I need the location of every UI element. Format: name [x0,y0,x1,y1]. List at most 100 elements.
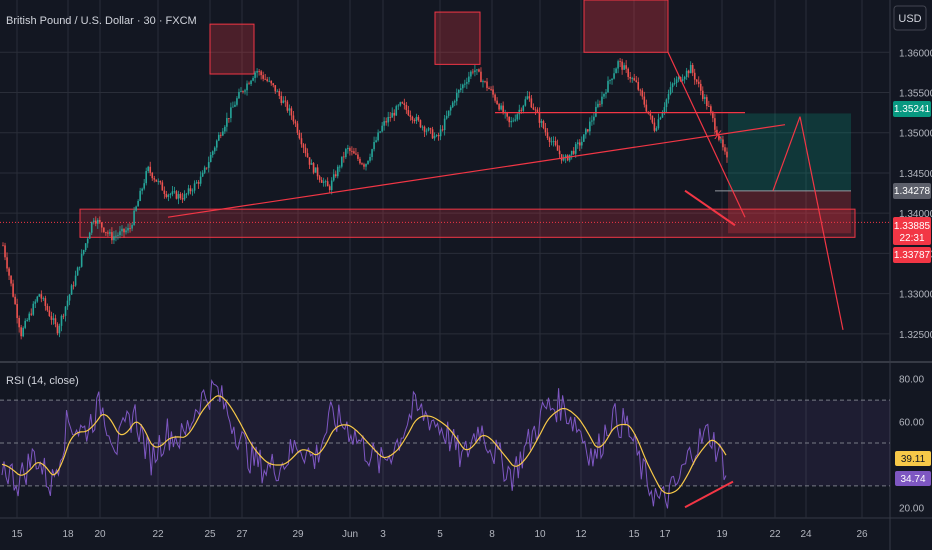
candle-body [30,313,33,315]
candle-body [336,166,339,177]
time-tick-label: 27 [236,529,248,540]
price-label-stop: 1.34278 [893,183,931,199]
candle-body [655,128,658,131]
candle-body [230,107,232,119]
candle-body [2,245,4,247]
candle-body [62,315,65,317]
time-tick-label: 12 [575,529,587,540]
time-tick-label: 8 [489,529,495,540]
candle-body [282,100,285,103]
candle-body [78,266,81,268]
candle-body [32,303,35,315]
resistance-box [434,11,481,65]
candle-body [268,80,271,82]
candle-body [558,150,561,155]
candle-body [663,107,666,112]
candle-body [363,164,365,167]
candle-body [369,156,371,161]
candle-body [20,327,22,337]
candle-body [326,181,329,187]
candle-body [413,120,416,122]
candle-body [92,220,95,223]
candle-body [129,227,131,229]
time-tick-label: 20 [94,529,106,540]
candle-body [38,294,41,297]
candle-body [716,129,718,136]
candle-body [18,317,20,328]
candle-body [407,110,410,116]
candle-body [143,183,145,189]
candle-body [90,222,93,233]
candle-body [498,104,500,110]
candle-body [177,194,180,199]
candle-body [472,71,474,73]
candle-body [246,83,248,91]
candle-body [270,80,273,84]
candle-body [236,98,238,105]
candle-body [332,174,335,181]
candle-body [217,134,220,141]
candle-body [52,318,55,320]
candle-body [22,327,24,337]
candle-body [228,118,230,119]
candle-body [599,103,601,105]
candle-body [714,118,716,130]
candle-body [226,118,228,127]
candle-body [445,115,448,119]
time-tick-label: 22 [769,529,781,540]
price-label-target-text: 1.35241 [894,104,931,115]
candle-body [280,95,283,103]
candle-body [391,112,394,118]
annotation-zones [79,0,856,238]
candle-body [343,156,345,158]
candle-body [300,138,303,145]
candle-body [195,182,198,184]
projection-up [772,116,801,191]
candle-body [139,190,141,201]
candle-body [121,228,123,232]
candle-body [643,96,646,105]
candle-body [704,97,706,99]
candle-body [484,81,486,82]
candle-body [248,83,250,85]
candle-body [254,72,256,78]
time-tick-label: 3 [380,529,386,540]
candle-body [379,131,381,133]
candle-body [657,119,660,129]
candle-body [96,220,99,224]
candle-body [294,121,297,124]
candle-body [119,231,121,236]
candle-body [238,91,240,99]
candle-body [720,139,722,141]
candle-body [48,310,51,317]
candle-body [276,90,279,92]
candle-body [377,132,379,141]
candle-body [262,75,264,79]
candle-body [409,115,412,117]
candle-body [478,69,480,72]
currency-button[interactable]: USD [893,5,927,31]
rsi-title: RSI (14, close) [6,375,79,387]
candle-body [199,176,202,184]
candle-body [639,89,642,91]
candle-body [593,116,595,121]
candle-body [165,193,168,197]
candle-body [205,167,208,169]
candle-body [191,190,194,192]
candle-body [417,116,420,121]
candle-body [185,193,188,195]
candle-body [169,194,172,195]
candle-body [480,71,482,83]
candle-body [163,190,166,194]
candle-body [68,294,71,301]
candle-body [423,126,426,132]
candle-body [211,151,214,155]
price-label-current: 1.33885 22:31 [893,217,931,245]
candle-body [8,268,10,276]
candle-body [147,166,150,172]
candle-body [659,117,662,120]
candle-body [457,89,460,93]
time-tick-label: 24 [800,529,812,540]
candle-body [462,84,464,89]
